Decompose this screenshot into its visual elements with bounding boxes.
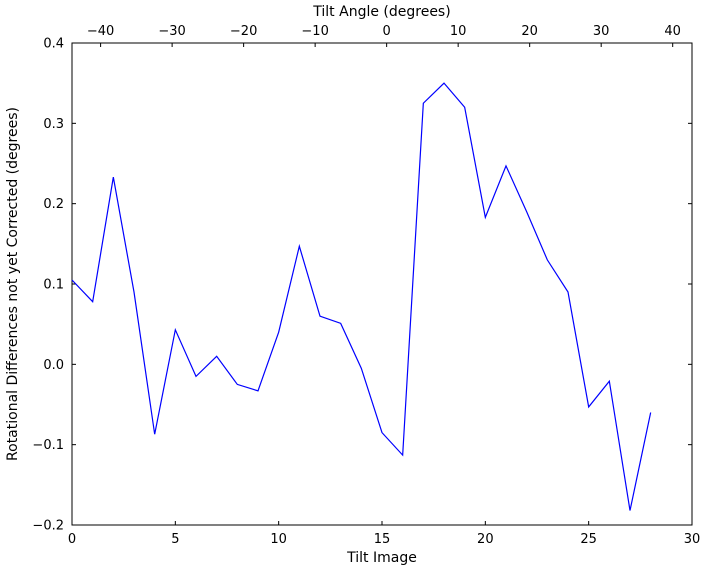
y-tick-label: 0.4 [43, 37, 64, 52]
y-tick-label: 0.1 [43, 278, 64, 293]
top-x-tick-label: −30 [158, 24, 185, 39]
y-tick-label: 0.0 [43, 358, 64, 373]
x-tick-label: 20 [477, 532, 494, 547]
x-tick-label: 10 [270, 532, 287, 547]
top-x-tick-label: −20 [230, 24, 257, 39]
y-tick-label: 0.2 [43, 197, 64, 212]
top-x-tick-label: 10 [450, 24, 467, 39]
top-x-tick-labels: −40 −30 −20 −10 0 10 20 30 40 [87, 24, 681, 39]
top-x-tick-label: 0 [383, 24, 391, 39]
plot-frame [71, 42, 693, 526]
y-tick-labels: −0.2 −0.1 0.0 0.1 0.2 0.3 0.4 [32, 37, 64, 534]
x-tick-label: 15 [374, 532, 391, 547]
y-tick-label: −0.2 [32, 519, 64, 534]
axis-ticks [71, 42, 693, 526]
x-axis-label: Tilt Image [346, 550, 417, 566]
top-x-tick-label: −10 [301, 24, 328, 39]
y-tick-label: 0.3 [43, 117, 64, 132]
top-x-tick-label: 30 [593, 24, 610, 39]
data-line-series [71, 82, 652, 511]
top-x-tick-label: 40 [664, 24, 681, 39]
top-x-axis-label: Tilt Angle (degrees) [312, 4, 450, 20]
y-tick-label: −0.1 [32, 438, 64, 453]
x-tick-label: 5 [171, 532, 179, 547]
x-tick-label: 0 [68, 532, 76, 547]
top-x-tick-label: 20 [521, 24, 538, 39]
x-tick-label: 30 [684, 532, 701, 547]
y-axis-label: Rotational Differences not yet Corrected… [5, 107, 21, 461]
top-x-tick-label: −40 [87, 24, 114, 39]
x-tick-labels: 0 5 10 15 20 25 30 [68, 532, 700, 547]
x-tick-label: 25 [580, 532, 597, 547]
